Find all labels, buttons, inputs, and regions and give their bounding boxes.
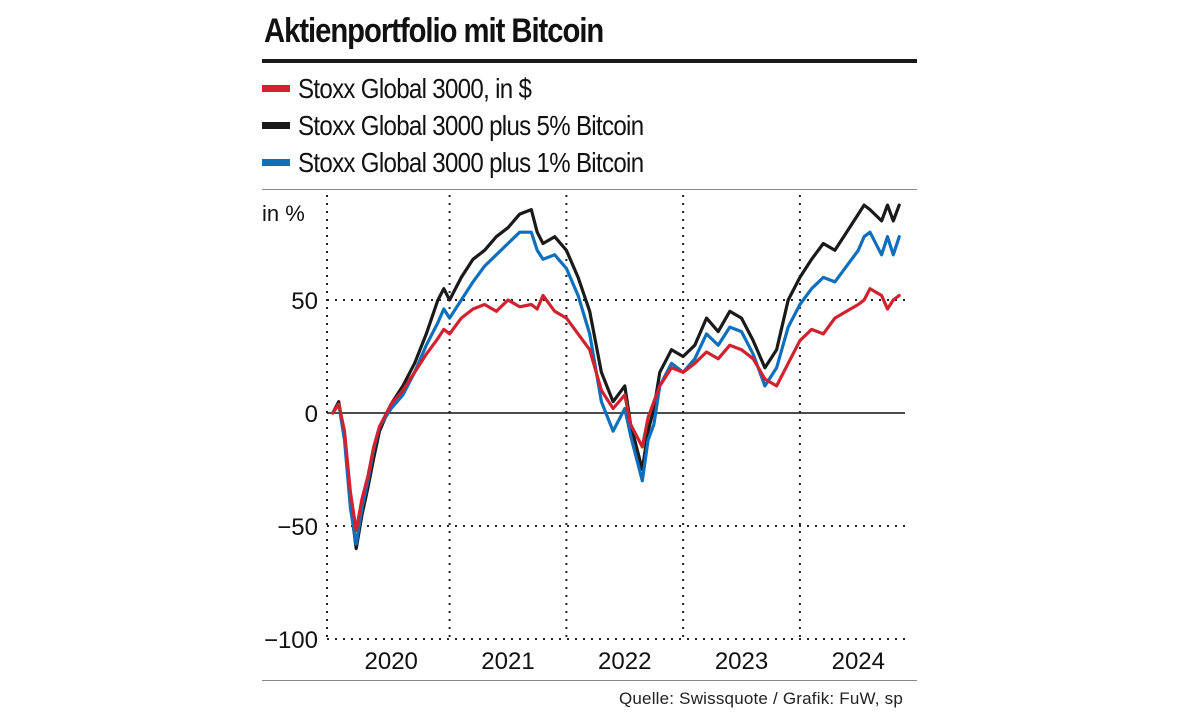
series-line	[331, 287, 901, 533]
legend-swatch-blue	[262, 159, 290, 166]
y-tick-label: −100	[264, 627, 318, 654]
series-layer	[331, 203, 901, 551]
grid-layer	[326, 195, 905, 640]
label-layer: 50 0 −50 −100 in % 2020 2021 2022 2023 2024	[262, 201, 885, 675]
series-line	[331, 203, 901, 551]
x-tick-label: 2020	[365, 648, 418, 675]
source-note: Quelle: Swissquote / Grafik: FuW, sp	[618, 689, 903, 708]
legend-label: Stoxx Global 3000 plus 5% Bitcoin	[298, 109, 644, 141]
chart-title: Aktienportfolio mit Bitcoin	[264, 12, 604, 50]
y-tick-label: 50	[291, 288, 318, 315]
legend-swatch-red	[262, 85, 290, 92]
footer-divider	[262, 680, 917, 681]
legend-item-stoxx-5pct-bitcoin: Stoxx Global 3000 plus 5% Bitcoin	[262, 107, 917, 144]
x-tick-label: 2022	[598, 648, 651, 675]
legend-divider	[262, 189, 917, 190]
series-line	[331, 230, 901, 546]
y-axis-unit-label: in %	[262, 201, 305, 226]
x-tick-label: 2021	[481, 648, 534, 675]
title-rule	[262, 59, 917, 63]
y-tick-label: 0	[305, 401, 318, 428]
legend-item-stoxx: Stoxx Global 3000, in $	[262, 70, 917, 107]
legend-label: Stoxx Global 3000, in $	[298, 72, 532, 104]
chart-legend: Stoxx Global 3000, in $ Stoxx Global 300…	[262, 70, 917, 181]
legend-item-stoxx-1pct-bitcoin: Stoxx Global 3000 plus 1% Bitcoin	[262, 144, 917, 181]
x-tick-label: 2024	[832, 648, 885, 675]
legend-swatch-black	[262, 122, 290, 129]
x-tick-label: 2023	[715, 648, 768, 675]
legend-label: Stoxx Global 3000 plus 1% Bitcoin	[298, 146, 644, 178]
y-tick-label: −50	[277, 514, 318, 541]
